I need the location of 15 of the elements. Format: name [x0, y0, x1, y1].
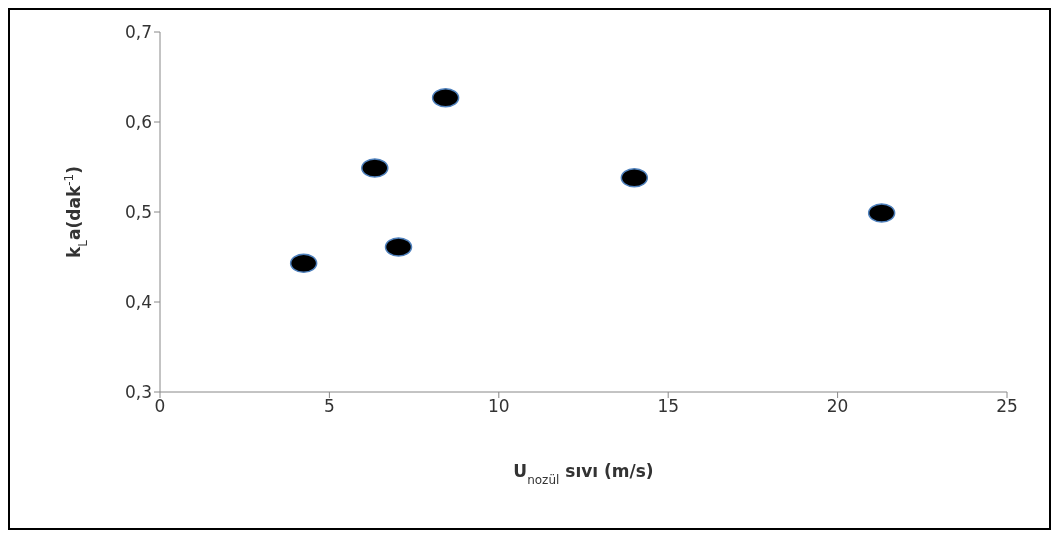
- y-tick-label: 0,5: [124, 202, 152, 223]
- point: [361, 158, 389, 178]
- x-tick-label: 5: [323, 396, 335, 417]
- x-tick-label: 20: [826, 396, 849, 417]
- x-tick-label: 10: [487, 396, 510, 417]
- y-tick-label: 0,4: [124, 292, 152, 313]
- point: [289, 253, 318, 274]
- x-tick-label: 15: [657, 396, 680, 417]
- y-tick-label: 0,6: [124, 112, 152, 133]
- y-tick-label: 0,7: [124, 22, 152, 43]
- x-tick-label: 0: [154, 396, 166, 417]
- x-axis-title: U$_{nozül}$ sıvı (m/s): [513, 461, 654, 487]
- y-tick-label: 0,3: [124, 382, 152, 403]
- point: [431, 87, 460, 108]
- x-tick-label: 25: [996, 396, 1018, 417]
